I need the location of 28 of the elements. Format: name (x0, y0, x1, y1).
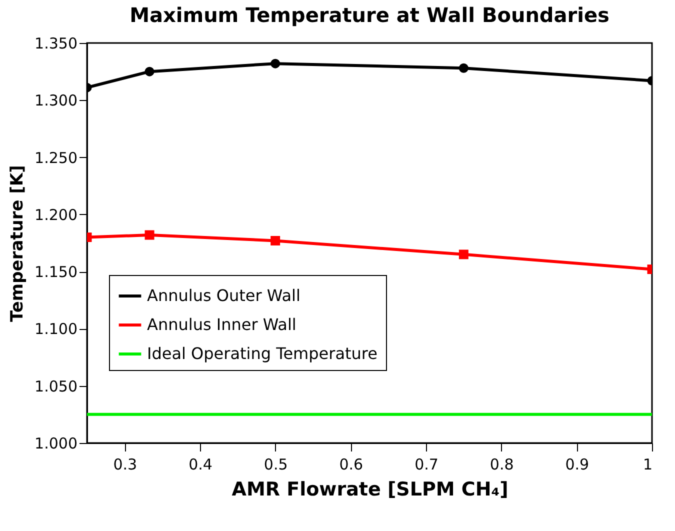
point (458, 63, 468, 73)
y-tick-label: 1.100 (34, 320, 78, 338)
y-tick-label: 1.150 (34, 263, 78, 282)
legend-label: Annulus Outer Wall (147, 286, 300, 305)
x-tick-label: 0.8 (490, 456, 514, 474)
point (270, 58, 280, 68)
x-tick-label: 0.3 (113, 456, 138, 474)
x-tick-label: 0.4 (188, 456, 212, 474)
x-tick-label: 0.9 (565, 456, 590, 474)
point (144, 230, 154, 240)
chart-title: Maximum Temperature at Wall Boundaries (130, 3, 610, 27)
y-tick-label: 1.200 (34, 206, 78, 224)
x-tick-label: 0.5 (264, 456, 288, 474)
y-tick-label: 1.250 (34, 148, 78, 167)
x-tick-label: 1 (642, 456, 652, 474)
point (458, 250, 468, 260)
y-tick-label: 1.350 (34, 34, 78, 52)
x-axis-title: AMR Flowrate [SLPM CH₄] (232, 478, 508, 500)
y-tick-label: 1.300 (34, 92, 78, 110)
x-tick-label: 0.7 (414, 456, 438, 474)
y-tick-label: 1.000 (34, 434, 78, 452)
x-tick-label: 0.6 (339, 456, 364, 474)
point (144, 66, 154, 76)
y-tick-label: 1.050 (34, 377, 78, 396)
point (270, 236, 280, 246)
y-axis-title: Temperature [K] (8, 165, 28, 322)
legend-label: Annulus Inner Wall (147, 315, 296, 334)
legend-label: Ideal Operating Temperature (147, 344, 378, 363)
